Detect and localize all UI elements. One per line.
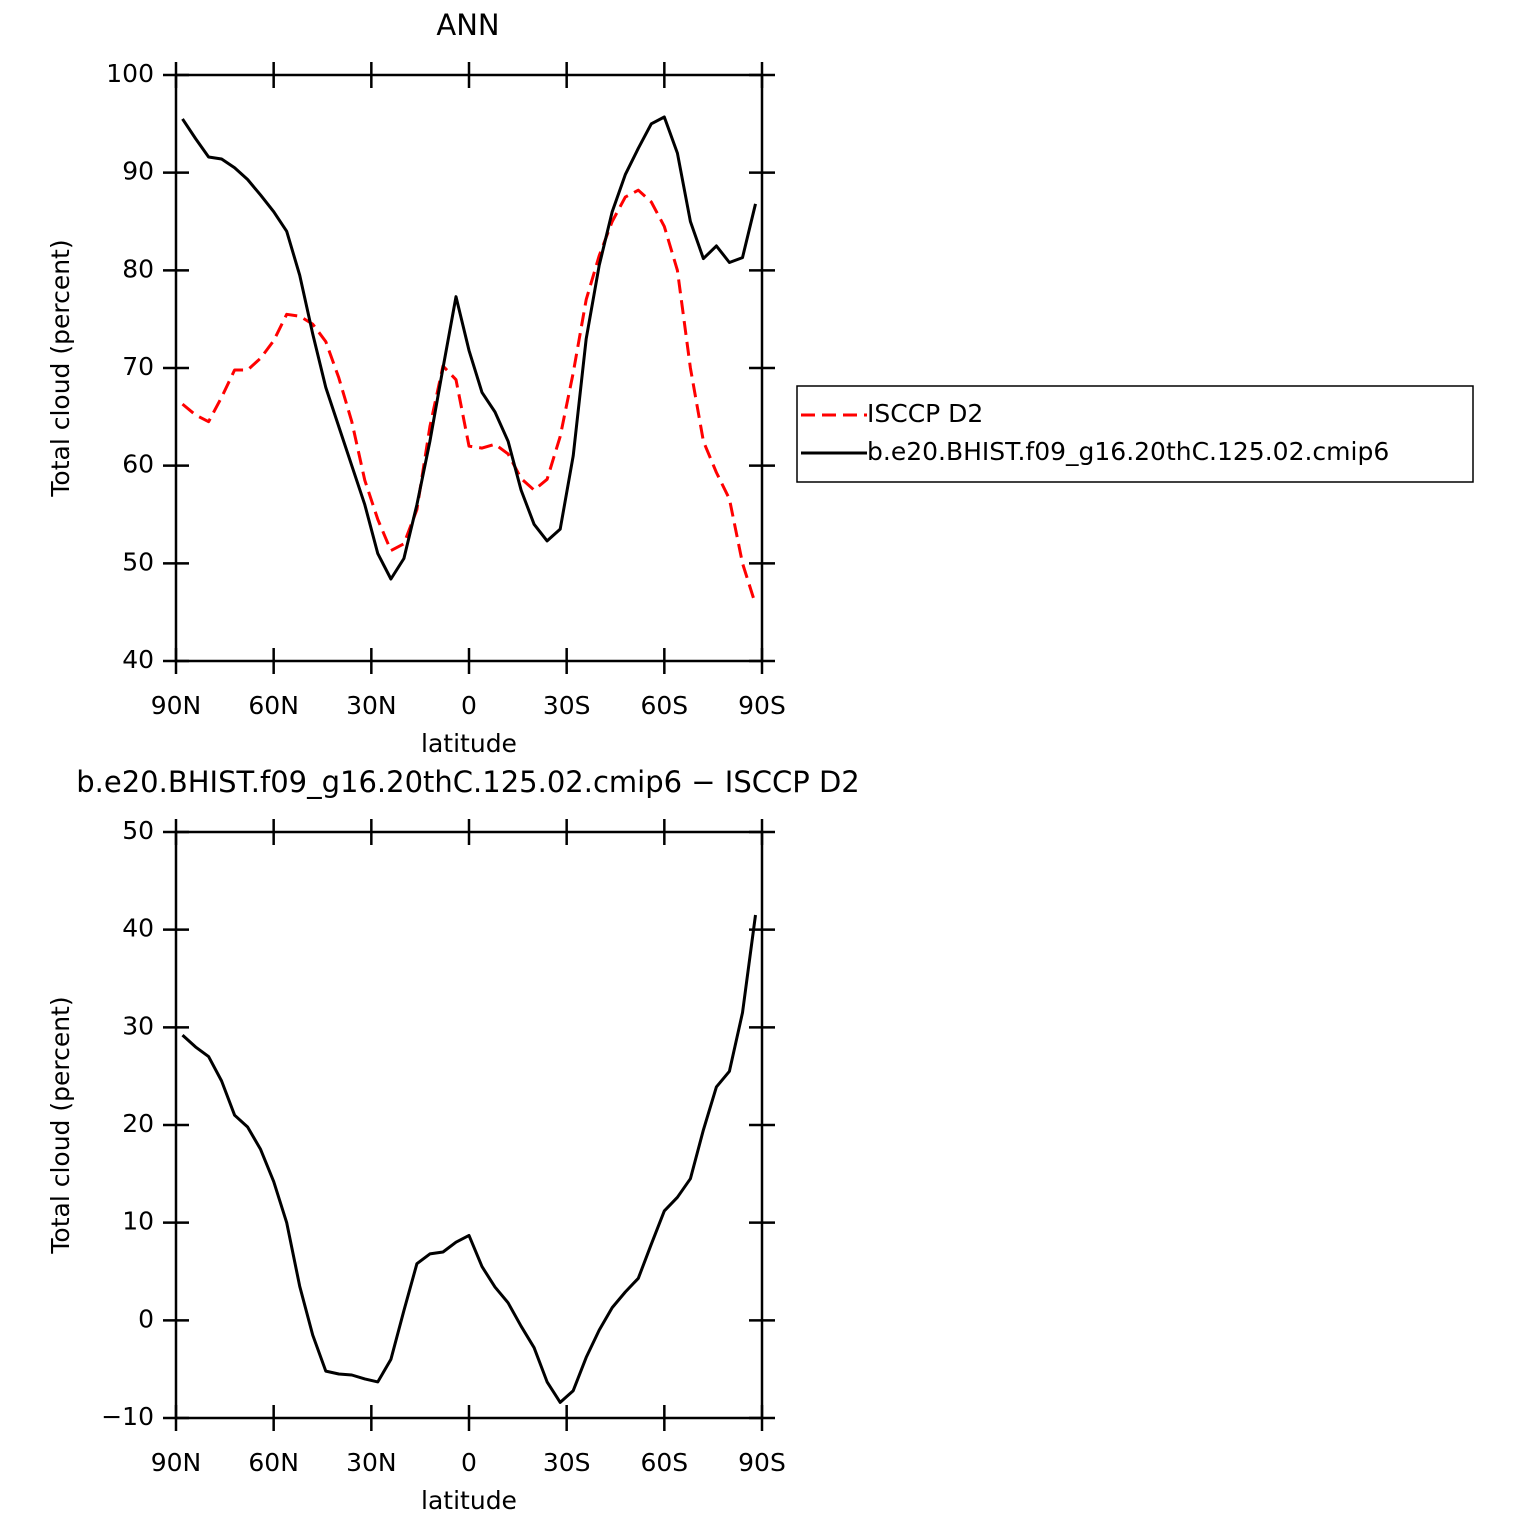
y-tick-label: 60 (122, 450, 154, 479)
x-tick-label: 90N (151, 691, 202, 720)
y-tick-label: 40 (122, 914, 154, 943)
legend-label: b.e20.BHIST.f09_g16.20thC.125.02.cmip6 (867, 437, 1389, 466)
chart-title: b.e20.BHIST.f09_g16.20thC.125.02.cmip6 −… (76, 765, 859, 799)
y-tick-label: 40 (122, 645, 154, 674)
x-tick-label: 0 (461, 1448, 477, 1477)
legend (796, 385, 1474, 483)
y-tick-label: 30 (122, 1011, 154, 1040)
x-tick-label: 90S (738, 691, 786, 720)
x-tick-label: 30S (543, 691, 591, 720)
y-tick-label: 90 (122, 157, 154, 186)
x-tick-label: 30N (346, 1448, 397, 1477)
y-tick-label: 0 (138, 1304, 154, 1333)
y-tick-label: 100 (106, 59, 154, 88)
x-tick-label: 60N (248, 691, 299, 720)
y-axis-label: Total cloud (percent) (46, 239, 75, 497)
x-tick-label: 30N (346, 691, 397, 720)
series-line (181, 914, 757, 1404)
legend-label: ISCCP D2 (867, 399, 983, 428)
series-line (181, 115, 757, 581)
legend-box (796, 385, 1474, 483)
y-tick-label: 70 (122, 352, 154, 381)
x-tick-label: 60S (640, 1448, 688, 1477)
y-tick-label: 50 (122, 816, 154, 845)
x-tick-label: 90N (151, 1448, 202, 1477)
x-axis-label: latitude (421, 729, 517, 758)
x-tick-label: 90S (738, 1448, 786, 1477)
y-tick-label: 50 (122, 547, 154, 576)
y-tick-label: −10 (101, 1402, 154, 1431)
x-tick-label: 60S (640, 691, 688, 720)
series-line (181, 188, 757, 605)
x-tick-label: 0 (461, 691, 477, 720)
y-tick-label: 10 (122, 1207, 154, 1236)
y-axis-label: Total cloud (percent) (46, 996, 75, 1254)
plot-frame (174, 830, 764, 1420)
plot-frame (174, 73, 764, 663)
chart-title: ANN (436, 8, 499, 42)
y-tick-label: 20 (122, 1109, 154, 1138)
x-tick-label: 60N (248, 1448, 299, 1477)
y-tick-label: 80 (122, 254, 154, 283)
x-axis-label: latitude (421, 1486, 517, 1515)
x-tick-label: 30S (543, 1448, 591, 1477)
